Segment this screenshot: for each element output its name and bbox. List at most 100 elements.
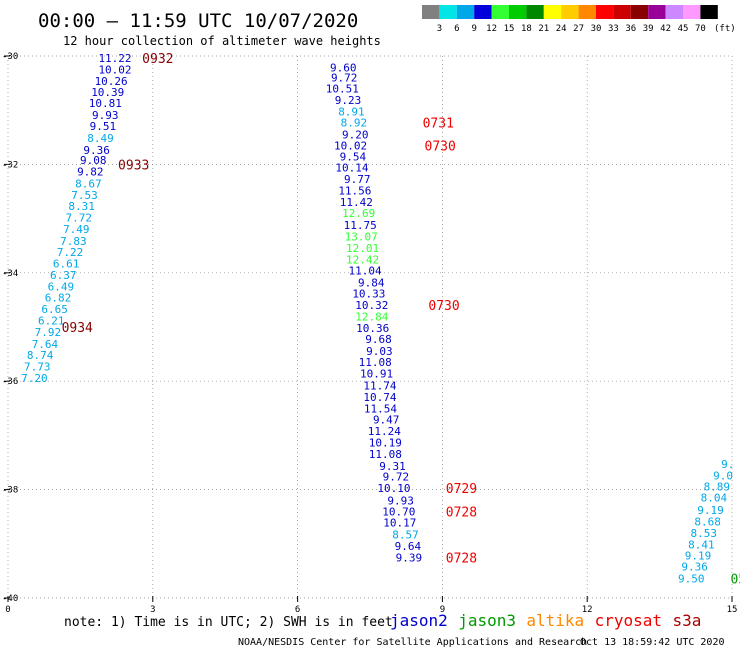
wave-height-value: 7.64 bbox=[32, 338, 59, 351]
legend-swatch bbox=[596, 5, 614, 19]
legend-label: 24 bbox=[556, 24, 567, 34]
altimeter-tracks: 11.2210.0210.2610.3910.819.939.518.499.3… bbox=[21, 52, 740, 587]
wave-height-value: 9.84 bbox=[358, 277, 385, 290]
wave-height-value: 9.19 bbox=[685, 550, 712, 563]
x-tick-label: 0 bbox=[5, 605, 10, 615]
wave-height-value: 11.42 bbox=[340, 196, 373, 209]
wave-height-value: 10.26 bbox=[95, 75, 128, 88]
wave-height-value: 10.17 bbox=[383, 517, 416, 530]
wave-height-value: 11.74 bbox=[363, 380, 396, 393]
wave-height-value: 10.14 bbox=[335, 162, 368, 175]
x-tick-label: 12 bbox=[582, 605, 593, 615]
map-title: 00:00 – 11:59 UTC 10/07/2020 bbox=[38, 10, 358, 32]
wave-height-value: 10.39 bbox=[91, 86, 124, 99]
wave-height-value: 12.69 bbox=[342, 207, 375, 220]
wave-height-value: 11.04 bbox=[348, 265, 381, 278]
y-tick-label: -36 bbox=[2, 377, 18, 387]
wave-height-value: 7.73 bbox=[24, 361, 51, 374]
legend-swatch bbox=[543, 5, 562, 19]
wave-height-value: 9.68 bbox=[365, 333, 392, 346]
wave-height-value: 10.91 bbox=[360, 368, 393, 381]
wave-height-value: 9.50 bbox=[678, 572, 705, 585]
satellite-track: 9.9.08.898.049.198.688.538.419.199.369.5… bbox=[678, 458, 740, 587]
x-tick-label: 15 bbox=[727, 605, 738, 615]
legend-unit: (ft) bbox=[714, 24, 736, 34]
legend-swatch bbox=[630, 5, 649, 19]
y-tick-label: -38 bbox=[2, 486, 18, 496]
wave-height-value: 10.32 bbox=[355, 299, 388, 312]
wave-height-value: 8.67 bbox=[75, 177, 102, 190]
wave-height-value: 8.74 bbox=[27, 349, 54, 362]
wave-height-value: 11.75 bbox=[344, 219, 377, 232]
legend-label: 36 bbox=[625, 24, 636, 34]
wave-height-value: 9.0 bbox=[713, 470, 733, 483]
pass-time-label: 0525 bbox=[731, 572, 740, 587]
legend-label: 27 bbox=[573, 24, 584, 34]
wave-height-value: 9.08 bbox=[80, 154, 107, 167]
y-tick-label: -34 bbox=[2, 269, 18, 279]
wave-height-value: 11.08 bbox=[369, 448, 402, 461]
pass-time-label: 0728 bbox=[446, 551, 477, 566]
wave-height-value: 9. bbox=[721, 458, 734, 471]
legend-label: 39 bbox=[643, 24, 654, 34]
wave-height-value: 8.89 bbox=[704, 480, 731, 493]
wave-height-value: 8.57 bbox=[392, 529, 419, 542]
wave-height-value: 9.47 bbox=[373, 414, 400, 427]
wave-height-value: 10.02 bbox=[98, 64, 131, 77]
wave-height-value: 8.49 bbox=[87, 132, 114, 145]
wave-height-value: 8.92 bbox=[341, 117, 368, 130]
wave-height-value: 6.49 bbox=[48, 280, 75, 293]
pass-time-label: 0730 bbox=[428, 299, 459, 314]
pass-time-label: 0934 bbox=[62, 321, 93, 336]
satellite-name: jason3 bbox=[458, 611, 516, 630]
legend-swatch bbox=[491, 5, 509, 19]
wave-height-value: 9.20 bbox=[342, 129, 369, 142]
legend-label: 33 bbox=[608, 24, 619, 34]
pass-time-label: 0729 bbox=[446, 482, 477, 497]
legend-label: 45 bbox=[678, 24, 689, 34]
color-legend: 3 6 9 12 15 18 21 24 27 30 33 36 39 42 45 70 bbox=[422, 5, 718, 34]
y-tick-label: -30 bbox=[2, 52, 18, 62]
wave-height-value: 10.19 bbox=[369, 436, 402, 449]
legend-label: 18 bbox=[521, 24, 532, 34]
footer-credit: NOAA/NESDIS Center for Satellite Applica… bbox=[238, 637, 587, 648]
wave-height-value: 10.33 bbox=[352, 287, 385, 300]
legend-swatch bbox=[665, 5, 683, 19]
wave-height-value: 13.07 bbox=[345, 230, 378, 243]
wave-height-value: 6.37 bbox=[50, 269, 77, 282]
legend-label: 12 bbox=[486, 24, 497, 34]
pass-time-label: 0933 bbox=[118, 158, 149, 173]
wave-height-value: 11.24 bbox=[368, 425, 401, 438]
satellite-track: 11.2210.0210.2610.3910.819.939.518.499.3… bbox=[21, 52, 173, 385]
x-tick-label: 3 bbox=[150, 605, 155, 615]
satellite-name: s3a bbox=[673, 611, 702, 630]
wave-height-value: 10.10 bbox=[377, 482, 410, 495]
legend-swatch bbox=[456, 5, 475, 19]
wave-height-value: 7.72 bbox=[65, 212, 92, 225]
wave-height-value: 9.31 bbox=[379, 460, 406, 473]
wave-height-value: 6.65 bbox=[41, 303, 68, 316]
map-subtitle: 12 hour collection of altimeter wave hei… bbox=[63, 34, 381, 48]
legend-label: 3 bbox=[437, 24, 442, 34]
wave-height-value: 9.36 bbox=[83, 144, 110, 157]
wave-height-value: 8.41 bbox=[688, 538, 715, 551]
y-tick-label: -32 bbox=[2, 160, 18, 170]
wave-height-value: 8.68 bbox=[694, 516, 721, 529]
plot-axes: -30 -32 -34 -36 -38 -400 3 6 9 12 15 bbox=[2, 52, 737, 615]
wave-height-value: 8.53 bbox=[691, 527, 718, 540]
wave-height-value: 7.22 bbox=[57, 246, 84, 259]
wave-height-value: 8.04 bbox=[701, 492, 728, 505]
wave-height-value: 9.64 bbox=[395, 540, 422, 553]
wave-height-value: 8.31 bbox=[68, 200, 95, 213]
legend-label: 9 bbox=[471, 24, 476, 34]
wave-height-value: 9.03 bbox=[366, 345, 393, 358]
legend-label: 42 bbox=[660, 24, 671, 34]
wave-height-value: 10.36 bbox=[356, 322, 389, 335]
legend-label: 15 bbox=[504, 24, 515, 34]
wave-height-value: 7.20 bbox=[21, 372, 48, 385]
wave-height-value: 7.92 bbox=[35, 326, 62, 339]
legend-swatch bbox=[683, 5, 701, 19]
wave-height-value: 11.56 bbox=[338, 184, 371, 197]
